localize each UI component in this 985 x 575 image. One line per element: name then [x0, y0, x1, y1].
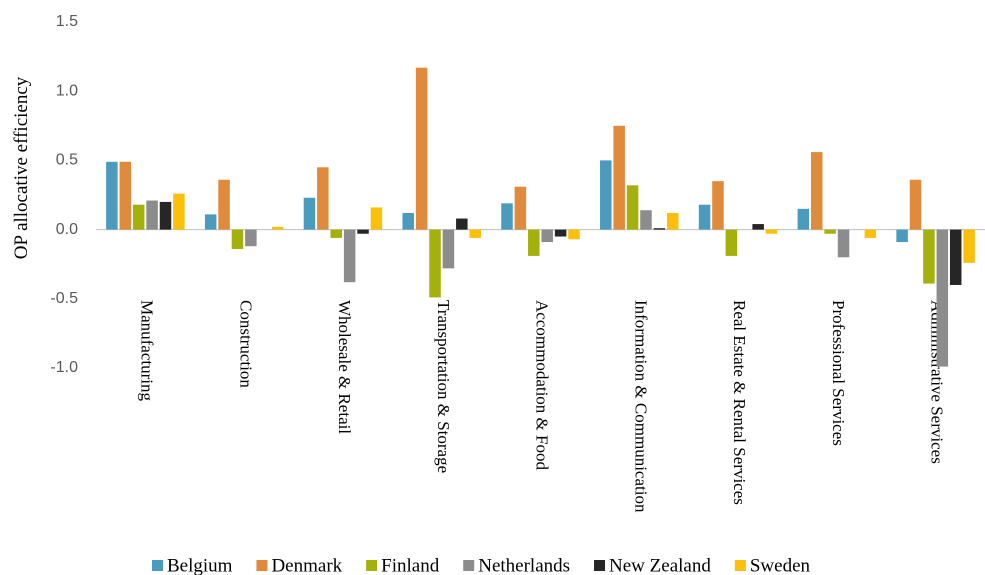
legend-label: Sweden [750, 555, 811, 575]
y-tick-label: 1.5 [56, 13, 78, 30]
bar [810, 152, 823, 230]
legend-label: Finland [381, 555, 440, 575]
bar [626, 185, 639, 230]
x-tick-label: Construction [236, 300, 255, 388]
bar [909, 179, 922, 230]
bar [173, 193, 185, 230]
legend-label: Denmark [271, 555, 342, 575]
bar [936, 229, 949, 367]
bar [698, 204, 711, 230]
bar [824, 229, 836, 234]
bar [653, 228, 666, 230]
legend-swatch [256, 560, 268, 571]
legend-swatch [734, 560, 746, 571]
x-tick-label: Manufacturing [137, 300, 156, 402]
legend-label: New Zealand [609, 555, 711, 575]
bar [357, 229, 369, 234]
bar [159, 201, 172, 230]
bar [218, 179, 230, 230]
legend-swatch [594, 560, 606, 571]
bar [146, 200, 158, 230]
legend-swatch [366, 560, 378, 571]
bar [415, 67, 428, 230]
bar [106, 161, 118, 230]
bar [204, 214, 217, 230]
bar [554, 229, 567, 237]
bar [923, 229, 935, 284]
bar [271, 226, 284, 230]
legend-swatch [463, 560, 475, 571]
bar [469, 229, 481, 238]
x-tick-label: Real Estate & Rental Services [730, 300, 749, 505]
bar [442, 229, 455, 269]
bar [568, 229, 580, 240]
bar [231, 229, 244, 249]
x-tick-label: Accommodation & Food [533, 300, 552, 470]
bar [541, 229, 553, 243]
bar [712, 181, 724, 230]
bar [837, 229, 850, 258]
x-tick-label: Wholesale & Retail [335, 300, 354, 434]
bar [245, 229, 257, 247]
bar [514, 186, 527, 230]
x-tick-label: Professional Services [829, 300, 848, 446]
bar [640, 210, 652, 230]
legend-label: Belgium [167, 555, 233, 575]
bar [667, 212, 679, 230]
x-tick-label: Transportation & Storage [434, 300, 453, 473]
bar [613, 125, 625, 230]
bar [864, 229, 877, 238]
bar [752, 224, 764, 230]
bar [119, 161, 132, 230]
bar [765, 229, 778, 234]
y-tick-label: -1.0 [50, 359, 78, 376]
bar [370, 207, 383, 230]
legend-label: Netherlands [478, 555, 570, 575]
bar [456, 218, 468, 230]
bar [600, 160, 612, 230]
y-tick-label: 1.0 [56, 82, 78, 99]
bar [949, 229, 962, 285]
y-tick-label: -0.5 [50, 290, 78, 307]
bar [429, 229, 441, 298]
legend-swatch [152, 560, 163, 571]
bar [303, 197, 316, 230]
y-axis-label: OP allocative efficiency [11, 76, 32, 259]
x-tick-label: Information & Communication [631, 300, 650, 513]
y-tick-label: 0.5 [56, 152, 78, 169]
bar [501, 203, 513, 230]
bar [725, 229, 738, 256]
bar [896, 229, 908, 243]
bar [132, 204, 145, 230]
bar [797, 208, 810, 230]
bar [528, 229, 540, 256]
bar [317, 167, 329, 230]
bar [343, 229, 356, 283]
bar [330, 229, 342, 238]
y-tick-label: 0.0 [56, 221, 78, 238]
bar [963, 229, 975, 263]
bar [402, 212, 414, 230]
